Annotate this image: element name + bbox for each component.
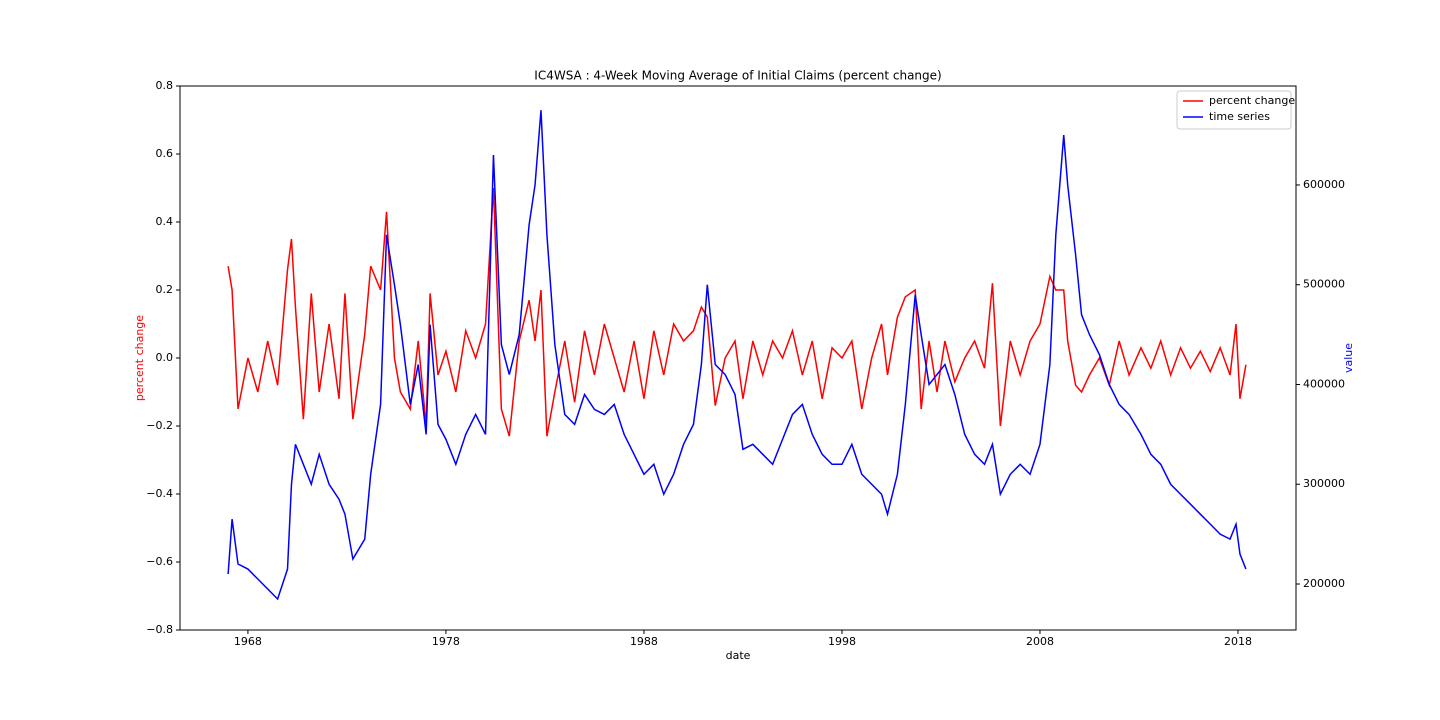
x-tick-label: 1968 [234,635,262,648]
y2-tick-label: 300000 [1303,477,1345,490]
plot-frame [179,85,1297,631]
x-tick-label: 1978 [432,635,460,648]
y-tick-label: −0.8 [146,623,173,636]
y-tick-label: −0.6 [146,555,173,568]
y2-axis-label: value [1342,343,1355,373]
y-tick-label: 0.2 [156,283,174,296]
x-tick-label: 2018 [1224,635,1252,648]
y-axis-label: percent change [133,315,146,401]
chart-title: IC4WSA : 4-Week Moving Average of Initia… [534,69,941,83]
x-axis-label: date [726,649,751,662]
x-tick-label: 2008 [1026,635,1054,648]
series-line [227,110,1247,601]
legend-label: time series [1209,110,1270,123]
legend-box [1176,90,1292,130]
y-tick-label: 0.0 [156,351,174,364]
y-tick-label: −0.4 [146,487,173,500]
y-tick-label: −0.2 [146,419,173,432]
y2-tick-label: 600000 [1303,178,1345,191]
x-tick-label: 1988 [630,635,658,648]
x-tick-label: 1998 [828,635,856,648]
y2-tick-label: 200000 [1303,577,1345,590]
y-tick-label: 0.4 [156,215,174,228]
y2-tick-label: 500000 [1303,278,1345,291]
y-tick-label: 0.6 [156,147,174,160]
y2-tick-label: 400000 [1303,377,1345,390]
legend-label: percent change [1209,94,1295,107]
series-line [227,187,1247,437]
y-tick-label: 0.8 [156,79,174,92]
